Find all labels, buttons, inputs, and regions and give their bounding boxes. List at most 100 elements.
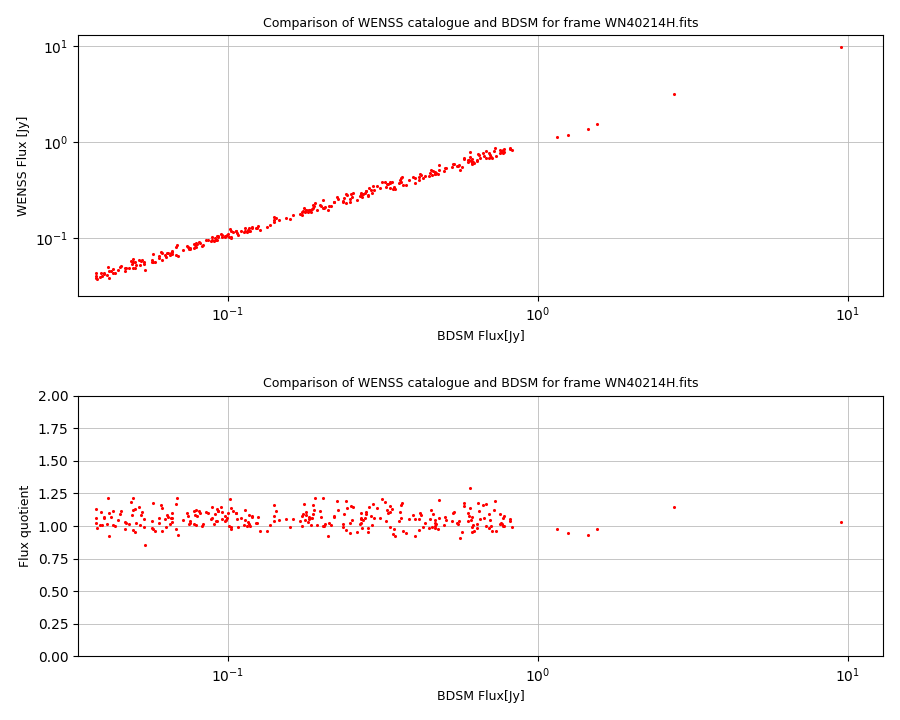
Point bbox=[387, 523, 401, 535]
Point bbox=[302, 512, 317, 523]
Point bbox=[412, 174, 427, 186]
Point bbox=[405, 171, 419, 183]
Point bbox=[226, 226, 240, 238]
Point bbox=[221, 232, 236, 243]
Point bbox=[340, 502, 355, 513]
Point bbox=[102, 530, 116, 541]
Point bbox=[354, 517, 368, 528]
Point bbox=[504, 521, 518, 532]
Point bbox=[161, 511, 176, 523]
Point bbox=[312, 199, 327, 210]
Point bbox=[354, 513, 368, 524]
Point bbox=[96, 511, 111, 523]
Point bbox=[137, 521, 151, 533]
Point bbox=[145, 254, 159, 266]
Point bbox=[158, 513, 172, 524]
Point bbox=[113, 261, 128, 272]
Point bbox=[356, 522, 370, 534]
Point bbox=[299, 509, 313, 521]
Point bbox=[394, 171, 409, 183]
Point bbox=[89, 513, 104, 524]
Point bbox=[327, 510, 341, 521]
Point bbox=[461, 508, 475, 519]
Point bbox=[138, 264, 152, 276]
Point bbox=[302, 516, 316, 528]
Point bbox=[340, 189, 355, 201]
Point bbox=[428, 166, 442, 178]
Point bbox=[229, 225, 243, 237]
Point bbox=[189, 238, 203, 249]
Point bbox=[490, 525, 504, 536]
Point bbox=[137, 256, 151, 267]
Point bbox=[464, 155, 479, 166]
Point bbox=[183, 517, 197, 528]
Point bbox=[219, 514, 233, 526]
Point bbox=[146, 498, 160, 509]
Point bbox=[561, 130, 575, 141]
Point bbox=[330, 495, 345, 507]
Point bbox=[171, 529, 185, 541]
Point bbox=[432, 164, 446, 176]
Point bbox=[126, 523, 140, 535]
Point bbox=[464, 482, 478, 494]
Point bbox=[466, 525, 481, 536]
Point bbox=[279, 212, 293, 223]
Point bbox=[425, 521, 439, 533]
Point bbox=[408, 172, 422, 184]
Point bbox=[436, 165, 451, 176]
Point bbox=[294, 206, 309, 217]
Point bbox=[484, 525, 499, 536]
Point bbox=[90, 522, 104, 534]
Point bbox=[361, 526, 375, 538]
Point bbox=[336, 521, 350, 532]
Point bbox=[198, 235, 212, 246]
Point bbox=[263, 219, 277, 230]
Point bbox=[496, 513, 510, 524]
Point bbox=[215, 232, 230, 243]
Point bbox=[113, 508, 128, 520]
Point bbox=[408, 177, 422, 189]
Point bbox=[490, 150, 504, 162]
Point bbox=[169, 523, 184, 535]
Point bbox=[316, 194, 330, 206]
Point bbox=[123, 255, 138, 266]
Point bbox=[94, 267, 108, 279]
Point bbox=[472, 152, 487, 163]
Point bbox=[364, 510, 379, 521]
Point bbox=[152, 512, 166, 523]
Point bbox=[422, 513, 436, 525]
Point bbox=[243, 520, 257, 531]
Point bbox=[488, 495, 502, 506]
Point bbox=[336, 197, 350, 208]
Point bbox=[209, 515, 223, 526]
Point bbox=[366, 498, 381, 510]
Point bbox=[428, 522, 443, 534]
Point bbox=[205, 231, 220, 243]
Point bbox=[93, 271, 107, 283]
Point bbox=[163, 518, 177, 530]
Point bbox=[305, 508, 320, 520]
Point bbox=[306, 199, 320, 211]
Point bbox=[211, 505, 225, 517]
Point bbox=[122, 518, 136, 530]
Point bbox=[310, 520, 324, 531]
Point bbox=[412, 514, 427, 526]
Point bbox=[317, 521, 331, 532]
Point bbox=[108, 520, 122, 531]
Point bbox=[126, 505, 140, 516]
Point bbox=[105, 518, 120, 530]
Point bbox=[431, 494, 446, 505]
Point bbox=[388, 184, 402, 195]
Point bbox=[102, 272, 116, 284]
Y-axis label: WENSS Flux [Jy]: WENSS Flux [Jy] bbox=[17, 115, 30, 215]
Point bbox=[130, 259, 144, 271]
Point bbox=[210, 230, 224, 242]
Point bbox=[580, 124, 595, 135]
Point bbox=[471, 497, 485, 508]
Point bbox=[226, 505, 240, 517]
Point bbox=[493, 518, 508, 530]
Point bbox=[381, 504, 395, 516]
Point bbox=[241, 509, 256, 521]
Point bbox=[155, 254, 169, 266]
Point bbox=[211, 505, 225, 517]
